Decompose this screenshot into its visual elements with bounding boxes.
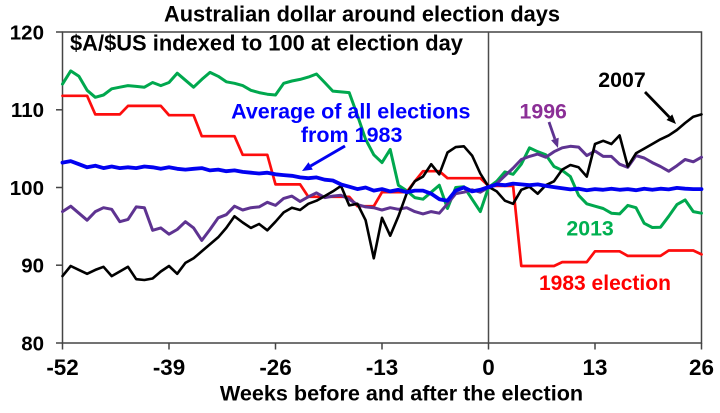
svg-text:2007: 2007	[598, 68, 645, 92]
svg-text:110: 110	[11, 99, 44, 122]
svg-text:26: 26	[689, 355, 714, 380]
svg-text:Weeks before and after the ele: Weeks before and after the election	[220, 381, 583, 406]
svg-text:Average of all elections: Average of all elections	[231, 100, 470, 124]
svg-text:1996: 1996	[520, 100, 568, 124]
svg-text:120: 120	[10, 21, 44, 44]
svg-text:1983 election: 1983 election	[539, 272, 671, 295]
svg-text:-13: -13	[366, 355, 398, 380]
svg-text:-39: -39	[153, 355, 185, 380]
svg-text:80: 80	[21, 332, 44, 355]
svg-text:$A/$US indexed to 100 at elect: $A/$US indexed to 100 at election day	[70, 31, 464, 56]
svg-text:-26: -26	[259, 355, 291, 380]
svg-text:100: 100	[10, 177, 44, 200]
svg-text:90: 90	[21, 255, 44, 278]
svg-text:2013: 2013	[566, 217, 614, 241]
svg-text:0: 0	[482, 355, 494, 380]
svg-text:13: 13	[583, 355, 608, 380]
svg-text:-52: -52	[46, 355, 78, 380]
svg-text:Australian dollar around elect: Australian dollar around election days	[164, 2, 560, 27]
svg-text:from 1983: from 1983	[301, 123, 403, 147]
